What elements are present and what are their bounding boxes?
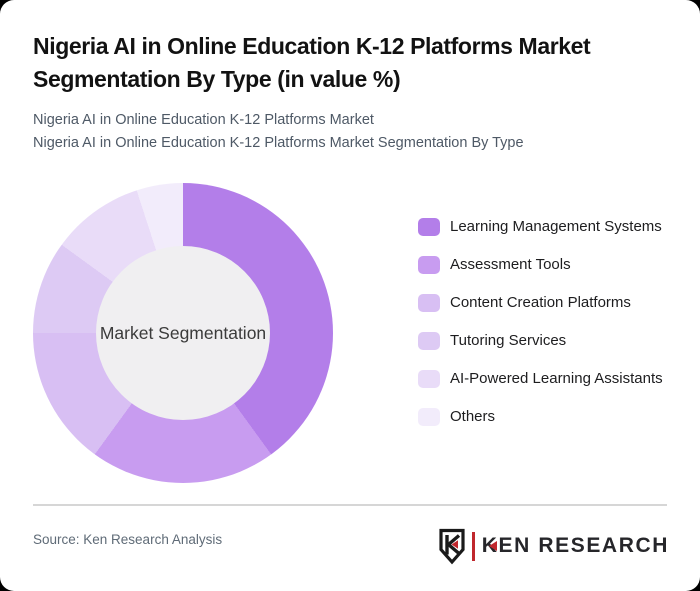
logo-brand-text: KEN RESEARCH xyxy=(482,534,669,558)
legend-label: Learning Management Systems xyxy=(450,218,662,235)
legend-item: AI-Powered Learning Assistants xyxy=(418,369,670,389)
legend: Learning Management Systems Assessment To… xyxy=(418,217,670,445)
legend-swatch xyxy=(418,408,440,426)
logo-divider-bar xyxy=(471,531,475,561)
legend-label: Others xyxy=(450,408,496,425)
subtitle-line-2: Nigeria AI in Online Education K-12 Plat… xyxy=(33,134,524,151)
legend-item: Tutoring Services xyxy=(418,331,670,351)
legend-swatch xyxy=(418,256,440,274)
donut-center: Market Segmentation xyxy=(96,246,270,420)
source-text: Source: Ken Research Analysis xyxy=(33,532,223,547)
donut-chart: Market Segmentation xyxy=(33,183,333,483)
legend-swatch xyxy=(418,370,440,388)
legend-item: Others xyxy=(418,407,670,427)
logo-brand-label: KEN RESEARCH xyxy=(481,534,669,557)
logo-k-triangle-icon xyxy=(488,541,497,551)
footer-divider xyxy=(33,504,667,506)
legend-label: Assessment Tools xyxy=(450,256,571,273)
legend-swatch xyxy=(418,218,440,236)
logo-shield-k-icon xyxy=(439,528,465,564)
subtitle-line-1: Nigeria AI in Online Education K-12 Plat… xyxy=(33,112,374,128)
legend-item: Learning Management Systems xyxy=(418,217,670,237)
chart-subtitles: Nigeria AI in Online Education K-12 Plat… xyxy=(33,109,673,154)
legend-label: Tutoring Services xyxy=(450,332,567,349)
chart-title: Nigeria AI in Online Education K-12 Plat… xyxy=(33,33,591,92)
ken-research-logo: KEN RESEARCH xyxy=(438,527,669,565)
legend-label: Content Creation Platforms xyxy=(450,294,631,311)
legend-label: AI-Powered Learning Assistants xyxy=(450,370,663,387)
legend-item: Content Creation Platforms xyxy=(418,293,670,313)
legend-swatch xyxy=(418,294,440,312)
legend-swatch xyxy=(418,332,440,350)
legend-item: Assessment Tools xyxy=(418,255,670,275)
donut-center-label: Market Segmentation xyxy=(99,322,267,343)
